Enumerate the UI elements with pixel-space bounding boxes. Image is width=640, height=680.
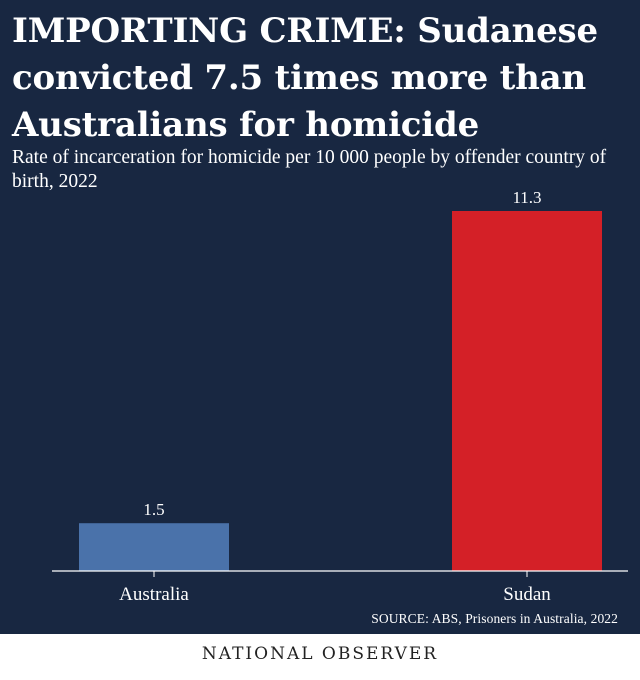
footer: NATIONAL OBSERVER (0, 634, 640, 680)
tick-label-australia: Australia (119, 584, 189, 605)
chart-title: IMPORTING CRIME: Sudanese convicted 7.5 … (12, 11, 598, 145)
chart-panel: IMPORTING CRIME: Sudanese convicted 7.5 … (0, 0, 640, 634)
tick-label-sudan: Sudan (503, 584, 551, 605)
bar-chart: 1.5 Australia 11.3 Sudan (52, 188, 628, 605)
chart-subtitle: Rate of incarceration for homicide per 1… (12, 147, 607, 192)
data-label-australia: 1.5 (143, 500, 164, 519)
bar-sudan (452, 211, 602, 571)
data-label-sudan: 11.3 (512, 188, 541, 207)
bar-australia (79, 523, 229, 571)
brand-logo-text: NATIONAL OBSERVER (201, 644, 439, 664)
source-note: SOURCE: ABS, Prisoners in Australia, 202… (371, 611, 618, 626)
